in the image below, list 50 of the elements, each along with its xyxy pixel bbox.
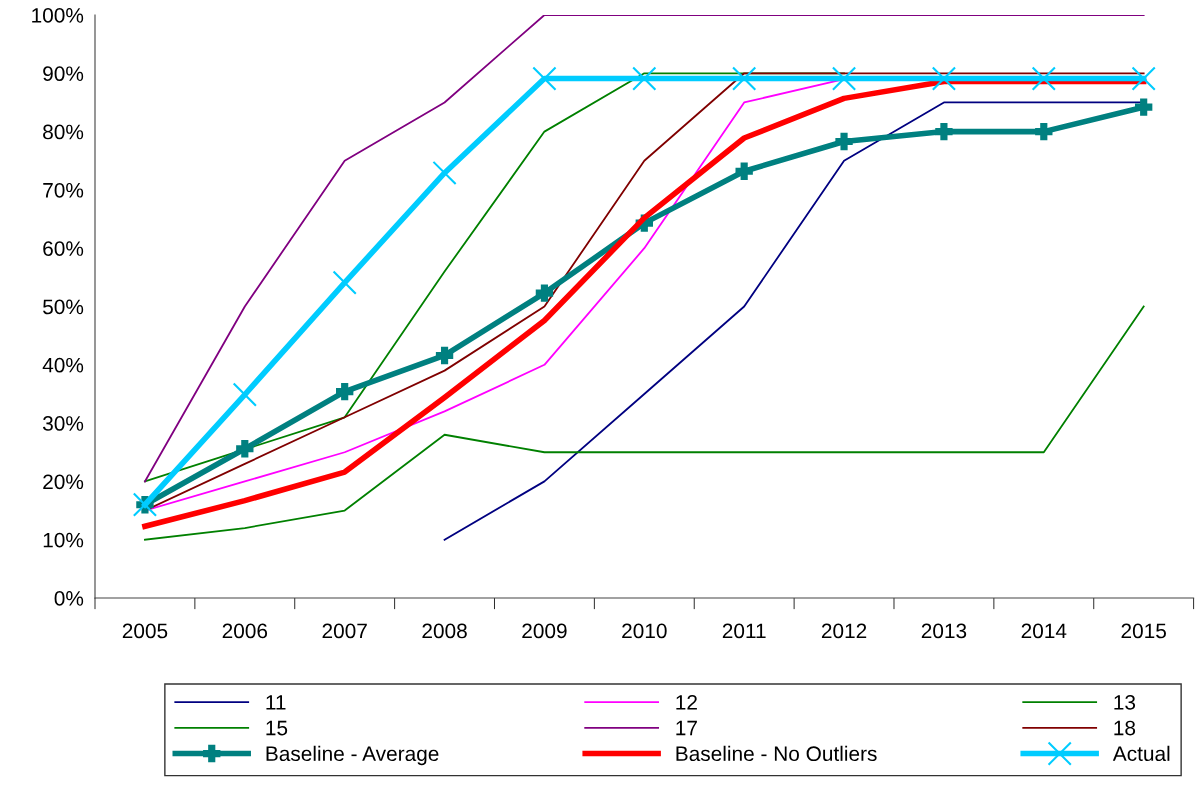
legend-label: 11	[266, 695, 286, 710]
x-tick-label: 2005	[122, 623, 168, 639]
y-tick-label: 100%	[32, 8, 84, 23]
legend-label: Baseline - Average	[266, 745, 439, 766]
point	[1131, 66, 1156, 91]
y-tick-label: 60%	[43, 241, 84, 256]
x-tick-label: 2015	[1121, 623, 1166, 639]
x-tick-label: 2012	[821, 623, 867, 639]
point	[532, 66, 557, 91]
point	[732, 66, 757, 91]
y-tick-label: 0%	[54, 591, 84, 606]
point	[336, 382, 354, 401]
line-series	[144, 15, 1145, 483]
point	[1035, 122, 1053, 141]
y-tick-label: 70%	[43, 182, 84, 198]
legend-label: 18	[1114, 720, 1136, 736]
point	[332, 270, 357, 295]
point	[935, 122, 953, 141]
x-tick-label: 2007	[322, 623, 367, 639]
y-tick-label: 40%	[42, 357, 84, 373]
x-tick-label: 2014	[1021, 623, 1067, 639]
point	[1134, 98, 1153, 116]
y-tick-label: 10%	[43, 532, 84, 548]
x-tick-label: 2011	[722, 623, 766, 639]
line-series	[144, 305, 1145, 541]
point	[236, 440, 254, 458]
x-tick-label: 2009	[522, 623, 567, 639]
point	[432, 160, 457, 186]
point	[232, 382, 257, 407]
point	[435, 346, 454, 365]
point	[632, 66, 657, 91]
x-tick-label: 2006	[222, 623, 268, 639]
y-tick-label: 90%	[43, 66, 84, 82]
legend-label: 12	[676, 694, 697, 710]
legend-label: Actual	[1112, 745, 1170, 762]
y-tick-label: 20%	[43, 474, 84, 490]
y-tick-label: 80%	[43, 124, 84, 140]
legend-label: Baseline - No Outliers	[676, 745, 877, 762]
point	[1031, 66, 1056, 91]
y-tick-label: 30%	[42, 416, 84, 431]
y-tick-label: 50%	[43, 299, 84, 315]
legend-label: 17	[676, 720, 697, 736]
x-tick-label: 2013	[921, 623, 967, 639]
point	[735, 162, 753, 180]
legend-label: 13	[1114, 694, 1136, 710]
x-tick-label: 2008	[422, 623, 467, 639]
point	[535, 284, 554, 302]
point	[835, 132, 853, 151]
x-tick-label: 2010	[622, 623, 667, 639]
legend-label: 15	[266, 720, 288, 736]
